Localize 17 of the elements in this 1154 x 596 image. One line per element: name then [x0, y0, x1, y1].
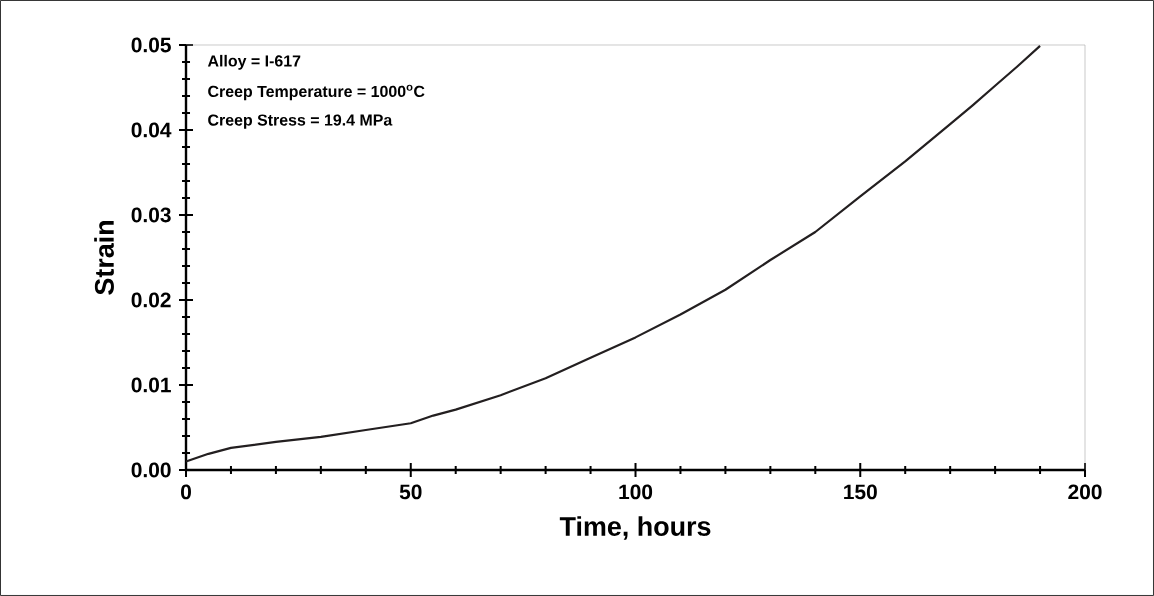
y-axis-title: Strain: [94, 221, 114, 295]
line-series: [184, 44, 1042, 463]
annotation: Alloy = I-617: [207, 54, 301, 70]
y-tick-label: 0.03: [131, 207, 171, 223]
y-tick-label: 0.00: [131, 462, 171, 478]
x-axis-title: Time, hours: [559, 516, 711, 540]
y-tick-label: 0.02: [131, 292, 171, 308]
annotation: Creep Temperature = 1000$^{o}$C: [208, 84, 425, 101]
annotation: Creep Stress = 19.4 MPa: [208, 114, 393, 129]
x-tick-label: 0: [181, 484, 191, 500]
y-tick-label: 0.01: [131, 377, 171, 393]
x-tick-label: 150: [844, 484, 877, 500]
x-tick-label: 50: [399, 484, 422, 500]
y-tick-label: 0.05: [131, 37, 171, 53]
x-tick-label: 200: [1068, 484, 1102, 500]
y-tick-label: 0.04: [131, 122, 172, 138]
x-tick-label: 100: [619, 484, 653, 500]
